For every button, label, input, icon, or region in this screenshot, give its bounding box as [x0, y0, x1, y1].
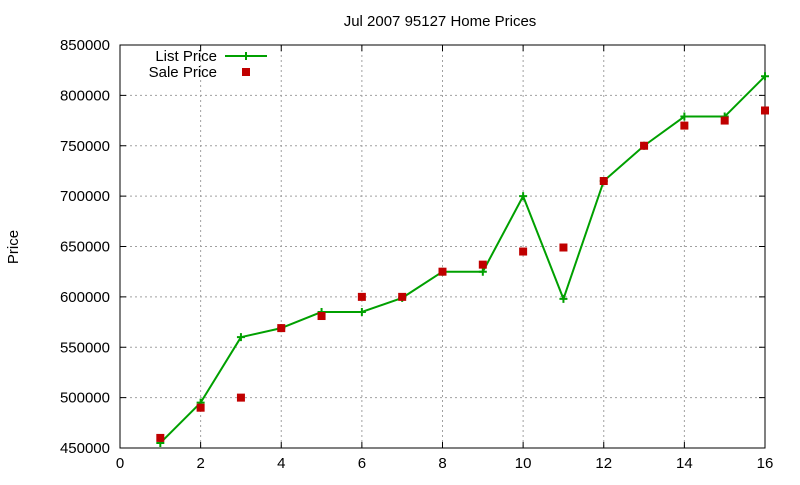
- x-axis: 0 2 4 6 8 10 12 14 16: [116, 45, 774, 472]
- x-tick-label: 0: [116, 455, 124, 472]
- list-price-line: [159, 75, 766, 444]
- legend-swatch-marker: [242, 68, 250, 76]
- y-tick-label: 600000: [60, 289, 110, 306]
- sale-price-point: [680, 121, 689, 130]
- sale-price-point: [720, 116, 729, 125]
- sale-price-point: [196, 403, 205, 412]
- list-price-point: [478, 267, 487, 276]
- series-layer: [156, 72, 769, 447]
- y-tick-label: 550000: [60, 339, 110, 356]
- list-price-point: [680, 112, 689, 121]
- list-price-point: [559, 294, 568, 303]
- series-sale-price: [156, 106, 769, 442]
- y-tick-label: 450000: [60, 440, 110, 457]
- sale-price-point: [640, 141, 649, 150]
- sale-price-point: [236, 393, 245, 402]
- y-tick-label: 750000: [60, 138, 110, 155]
- x-tick-label: 10: [515, 455, 532, 472]
- sale-price-point: [398, 292, 407, 301]
- x-tick-label: 14: [676, 455, 693, 472]
- list-price-point: [761, 72, 769, 81]
- legend-label: List Price: [155, 48, 217, 65]
- sale-price-point: [761, 106, 769, 115]
- sale-price-point: [156, 433, 165, 442]
- y-tick-label: 850000: [60, 37, 110, 54]
- y-tick-label: 650000: [60, 239, 110, 256]
- sale-price-point: [559, 243, 568, 252]
- chart-title: Jul 2007 95127 Home Prices: [344, 13, 537, 30]
- sale-price-point: [438, 267, 447, 276]
- sale-price-point: [357, 292, 366, 301]
- x-tick-label: 4: [277, 455, 285, 472]
- y-tick-label: 500000: [60, 390, 110, 407]
- x-tick-label: 6: [358, 455, 366, 472]
- legend-label: Sale Price: [149, 64, 217, 81]
- sale-price-point: [317, 312, 326, 321]
- y-axis: 450000 500000 550000 600000 650000 700000 7500…: [60, 37, 765, 457]
- x-tick-label: 12: [595, 455, 612, 472]
- y-tick-label: 700000: [60, 188, 110, 205]
- list-price-point: [357, 307, 366, 316]
- sale-price-point: [519, 247, 528, 256]
- legend-swatch-marker: [242, 52, 250, 60]
- y-axis-label: Price: [5, 230, 22, 264]
- sale-price-point: [478, 260, 487, 269]
- sale-price-point: [599, 177, 608, 186]
- list-price-point: [519, 192, 528, 201]
- y-tick-label: 800000: [60, 87, 110, 104]
- grid: [120, 45, 765, 448]
- series-list-price: [156, 72, 769, 447]
- sale-price-point: [277, 324, 286, 333]
- x-tick-label: 8: [438, 455, 446, 472]
- list-price-point: [236, 333, 245, 342]
- x-tick-label: 2: [196, 455, 204, 472]
- x-tick-label: 16: [757, 455, 774, 472]
